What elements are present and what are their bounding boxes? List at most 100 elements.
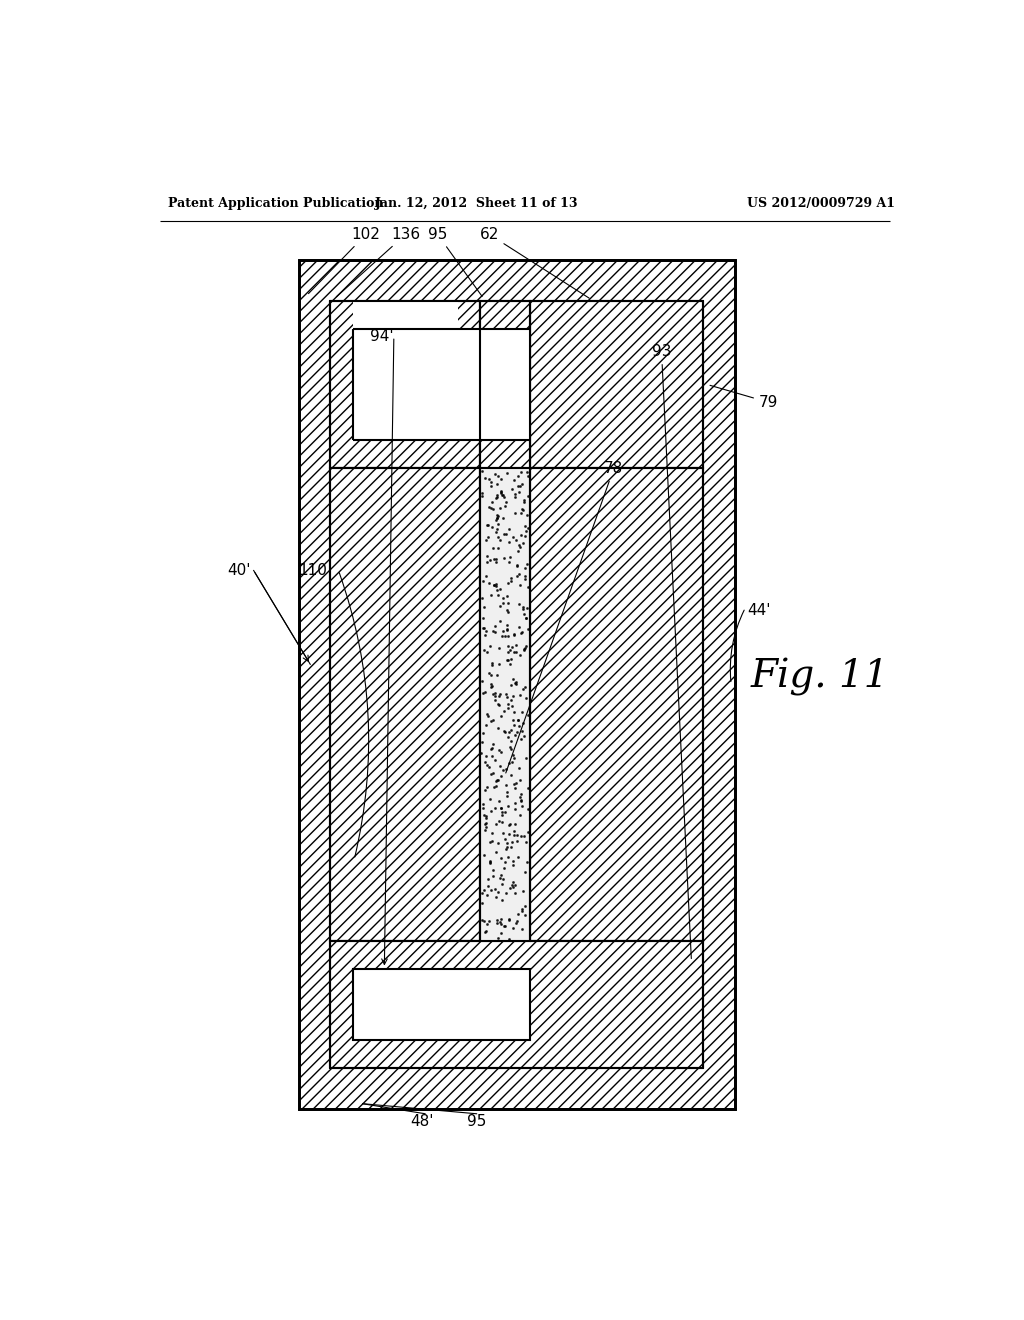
- Point: [490, 928, 507, 949]
- Point: [494, 865, 510, 886]
- Point: [515, 598, 531, 619]
- Point: [495, 620, 511, 642]
- Bar: [352, 969, 530, 1040]
- Point: [494, 805, 510, 826]
- Point: [505, 709, 521, 730]
- Text: Patent Application Publication: Patent Application Publication: [168, 197, 383, 210]
- Point: [486, 797, 503, 818]
- Point: [492, 498, 508, 519]
- Point: [516, 603, 532, 624]
- Point: [496, 858, 512, 879]
- Point: [506, 702, 522, 723]
- Point: [486, 879, 503, 900]
- Point: [488, 507, 505, 528]
- Bar: [331, 301, 480, 469]
- Bar: [480, 469, 530, 941]
- Point: [506, 747, 522, 768]
- Point: [506, 714, 522, 735]
- Point: [500, 726, 516, 747]
- Point: [489, 487, 506, 508]
- Point: [509, 722, 525, 743]
- Point: [512, 475, 528, 496]
- Point: [509, 825, 525, 846]
- Point: [482, 664, 499, 685]
- Point: [506, 469, 522, 490]
- Point: [511, 535, 527, 556]
- Point: [493, 908, 509, 929]
- Point: [479, 869, 496, 890]
- Point: [488, 504, 505, 525]
- Point: [494, 626, 510, 647]
- Point: [517, 677, 534, 698]
- Point: [501, 722, 517, 743]
- Point: [503, 764, 519, 785]
- Point: [497, 722, 513, 743]
- Point: [488, 521, 505, 543]
- Point: [507, 486, 523, 507]
- Point: [482, 549, 499, 570]
- Point: [502, 878, 518, 899]
- Point: [516, 896, 532, 917]
- Point: [482, 764, 499, 785]
- Text: 62: 62: [479, 227, 589, 298]
- Point: [483, 739, 500, 760]
- Point: [473, 909, 489, 931]
- Point: [488, 484, 505, 506]
- Point: [478, 714, 495, 735]
- Point: [483, 677, 500, 698]
- Point: [519, 619, 536, 640]
- Point: [506, 624, 522, 645]
- Point: [475, 607, 492, 628]
- Point: [477, 817, 494, 838]
- Point: [485, 776, 502, 797]
- Point: [477, 808, 494, 829]
- Point: [502, 737, 518, 758]
- Point: [520, 821, 537, 842]
- Point: [500, 795, 516, 816]
- Point: [497, 916, 513, 937]
- Point: [490, 585, 507, 606]
- Text: 78: 78: [506, 461, 624, 774]
- Point: [518, 748, 535, 770]
- Point: [500, 693, 516, 714]
- Point: [490, 537, 507, 558]
- Point: [488, 552, 505, 573]
- Point: [494, 801, 510, 822]
- Point: [513, 623, 529, 644]
- Point: [503, 719, 519, 741]
- Point: [517, 566, 534, 587]
- Point: [487, 775, 504, 796]
- Point: [481, 663, 498, 684]
- Point: [502, 640, 518, 661]
- Point: [511, 645, 527, 667]
- Point: [500, 626, 516, 647]
- Point: [474, 570, 490, 591]
- Point: [477, 921, 494, 942]
- Point: [503, 738, 519, 759]
- Point: [510, 475, 526, 496]
- Point: [489, 527, 506, 548]
- Point: [517, 520, 534, 541]
- Point: [499, 785, 515, 807]
- Point: [507, 502, 523, 523]
- Point: [478, 545, 495, 566]
- Point: [494, 706, 510, 727]
- Point: [511, 770, 527, 791]
- Point: [478, 620, 495, 642]
- Point: [515, 533, 531, 554]
- Point: [516, 639, 532, 660]
- Point: [505, 669, 521, 690]
- Point: [487, 574, 504, 595]
- Point: [494, 890, 510, 911]
- Point: [514, 622, 530, 643]
- Point: [505, 876, 521, 898]
- Point: [482, 636, 499, 657]
- Point: [487, 682, 504, 704]
- Point: [511, 593, 527, 614]
- Point: [510, 616, 526, 638]
- Point: [508, 642, 524, 663]
- Point: [514, 919, 530, 940]
- Point: [509, 911, 525, 932]
- Point: [509, 556, 525, 577]
- Point: [490, 739, 507, 760]
